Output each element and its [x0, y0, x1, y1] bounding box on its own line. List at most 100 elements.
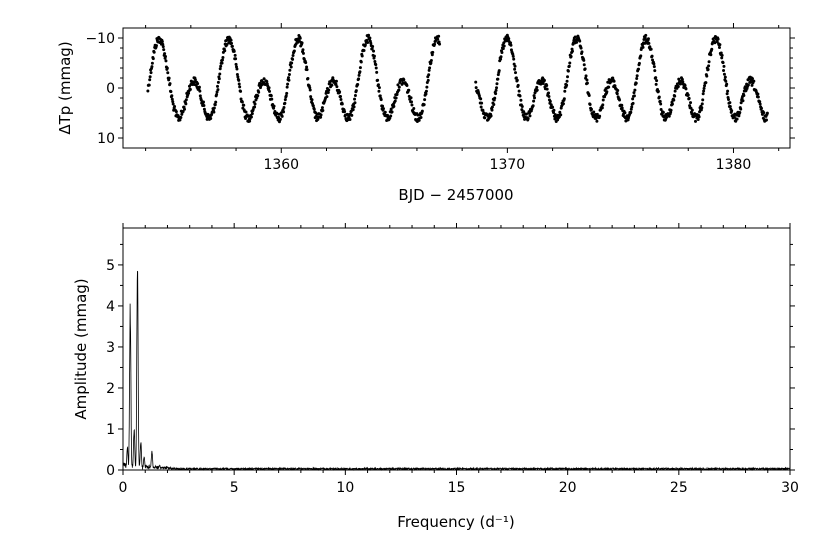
light-curve-point	[212, 106, 216, 110]
light-curve-point	[680, 77, 684, 81]
light-curve-point	[438, 42, 442, 46]
light-curve-point	[633, 88, 637, 92]
amplitude-spectrum-y-tick-label: 4	[106, 299, 115, 315]
light-curve-point	[278, 117, 282, 121]
light-curve-point	[397, 88, 401, 92]
light-curve-point	[354, 89, 358, 93]
light-curve-point	[749, 80, 753, 84]
light-curve-point	[696, 117, 700, 121]
light-curve-point	[639, 54, 643, 58]
light-curve-point	[416, 113, 420, 117]
light-curve-point	[522, 110, 526, 114]
light-curve-chart: 1360 1370 1380 −10 0 10 BJD − 2457000 ΔTp (m…	[56, 23, 795, 204]
light-curve-point	[545, 83, 549, 87]
light-curve-point	[673, 89, 677, 93]
light-curve-point	[357, 73, 361, 77]
light-curve-point	[348, 118, 352, 122]
light-curve-point	[352, 105, 356, 109]
light-curve-point	[338, 90, 342, 94]
light-curve-point	[659, 102, 663, 106]
light-curve-point	[489, 114, 493, 118]
light-curve-point	[715, 40, 719, 44]
light-curve-point	[690, 112, 694, 116]
light-curve-point	[518, 94, 522, 98]
light-curve-point	[565, 79, 569, 83]
light-curve-point	[272, 104, 276, 108]
light-curve-x-tick-label: 1360	[263, 157, 299, 173]
light-curve-point	[267, 86, 271, 90]
light-curve-point	[230, 41, 234, 45]
light-curve-point	[229, 38, 233, 42]
light-curve-point	[690, 108, 694, 112]
light-curve-point	[187, 91, 191, 95]
light-curve-point	[516, 83, 520, 87]
light-curve-point	[428, 66, 432, 70]
amplitude-spectrum-x-ticks: 0 5 10 15 20 25 30	[119, 223, 799, 496]
light-curve-point	[340, 102, 344, 106]
amplitude-spectrum-chart: 0 5 10 15 20 25 30 0 1 2 3 4 5 Frequency (d⁻¹) Ampl…	[72, 223, 799, 531]
light-curve-point	[667, 114, 671, 118]
light-curve-point	[616, 89, 620, 93]
light-curve-point	[289, 65, 293, 69]
light-curve-point	[520, 108, 524, 112]
light-curve-point	[738, 111, 742, 115]
light-curve-point	[541, 82, 545, 85]
light-curve-point	[287, 72, 291, 76]
light-curve-point	[600, 106, 604, 110]
light-curve-point	[395, 92, 399, 96]
light-curve-point	[436, 37, 440, 41]
light-curve-point	[269, 94, 273, 98]
light-curve-point	[630, 105, 634, 109]
light-curve-point	[410, 100, 414, 104]
light-curve-point	[702, 89, 706, 93]
light-curve-point	[569, 54, 573, 58]
light-curve-point	[339, 95, 343, 99]
light-curve-point	[661, 110, 665, 114]
light-curve-point	[284, 94, 288, 98]
light-curve-point	[235, 67, 239, 71]
light-curve-point	[223, 49, 227, 53]
amplitude-spectrum-x-tick-label: 5	[230, 480, 239, 496]
light-curve-point	[750, 77, 754, 81]
light-curve-point	[422, 103, 426, 107]
light-curve-point	[167, 76, 171, 80]
light-curve-point	[287, 76, 291, 80]
light-curve-point	[237, 82, 241, 86]
light-curve-point	[150, 65, 154, 69]
light-curve-point	[246, 114, 250, 118]
light-curve-point	[676, 85, 680, 89]
light-curve-point	[480, 101, 484, 105]
light-curve-point	[727, 97, 730, 101]
light-curve-point	[720, 53, 724, 57]
light-curve-point	[535, 88, 539, 92]
light-curve-point	[163, 52, 167, 56]
light-curve-point	[219, 64, 223, 68]
light-curve-point	[681, 80, 685, 84]
light-curve-point	[620, 103, 624, 107]
light-curve-point	[493, 96, 497, 100]
light-curve-point	[718, 43, 722, 47]
light-curve-point	[612, 79, 616, 83]
light-curve-point	[629, 110, 633, 114]
light-curve-point	[587, 94, 591, 97]
amplitude-spectrum-x-tick-label: 30	[781, 480, 799, 496]
light-curve-point	[316, 117, 320, 121]
light-curve-point	[739, 101, 743, 105]
light-curve-point	[420, 109, 424, 113]
light-curve-point	[373, 59, 377, 63]
light-curve-point	[563, 89, 567, 93]
light-curve-point	[758, 102, 762, 106]
light-curve-point	[173, 105, 177, 109]
light-curve-point	[631, 101, 635, 105]
light-curve-point	[580, 50, 584, 54]
light-curve-point	[232, 49, 236, 53]
light-curve-point	[419, 116, 423, 120]
light-curve-point	[509, 41, 513, 45]
light-curve-point	[201, 100, 205, 104]
light-curve-point	[687, 96, 691, 100]
light-curve-point	[528, 114, 532, 118]
light-curve-point	[533, 96, 537, 100]
light-curve-point	[215, 90, 219, 94]
light-curve-point	[623, 111, 627, 115]
light-curve-point	[161, 45, 165, 49]
